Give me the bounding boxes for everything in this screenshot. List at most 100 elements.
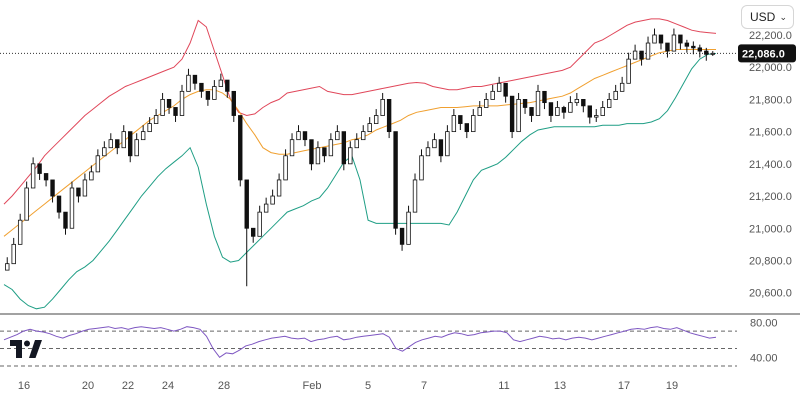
candle (393, 131, 398, 235)
candle (257, 205, 262, 237)
candle (166, 99, 172, 114)
candle-body-down (704, 50, 709, 55)
candle-body-down (115, 139, 120, 149)
candle (704, 47, 709, 61)
price-axis-tick-label: 21,000.0 (749, 223, 792, 235)
candle (671, 28, 677, 52)
candle-body-up (121, 131, 126, 149)
candle-body-down (393, 131, 398, 229)
candle (153, 109, 159, 124)
candle (309, 139, 314, 171)
bollinger-bands (3, 18, 717, 310)
candle (542, 90, 547, 110)
candle (225, 79, 230, 98)
candle (30, 157, 36, 189)
candle (341, 131, 347, 171)
candle (561, 105, 567, 119)
candle-body-up (348, 147, 353, 165)
candle-body-up (406, 211, 411, 245)
candle-body-up (11, 243, 16, 265)
candle-body-up (496, 82, 502, 92)
time-axis-tick-label: 7 (421, 380, 427, 392)
candle-body-down (665, 42, 670, 52)
price-axis-tick-label: 21,200.0 (749, 191, 792, 203)
candle (399, 227, 405, 251)
candle-body-up (160, 99, 165, 116)
candle-body-down (37, 163, 42, 174)
candle-body-up (186, 74, 191, 92)
candle-body-up (328, 139, 334, 157)
price-axis-tick-label: 22,000.0 (749, 62, 792, 74)
candle-body-down (192, 74, 198, 84)
candle (173, 107, 178, 122)
candle-body-down (56, 195, 62, 213)
candle-body-up (471, 115, 476, 133)
candle-body-down (50, 179, 55, 197)
candle (594, 109, 599, 122)
candle-body-up (335, 131, 340, 141)
candle-body-down (503, 82, 508, 97)
candle (710, 51, 715, 56)
candle (302, 131, 308, 147)
candle (496, 76, 502, 92)
candle-body-up (613, 90, 618, 100)
rsi-pane (0, 326, 737, 367)
price-axis-tick-label: 20,800.0 (749, 255, 792, 267)
candle (76, 187, 81, 203)
candle-body-down (548, 102, 554, 116)
rsi-line (3, 326, 717, 358)
candle (484, 92, 489, 108)
candle-body-up (432, 139, 437, 149)
candle (607, 92, 612, 108)
candle-body-up (361, 131, 366, 141)
candle (160, 92, 165, 116)
candle-body-up (619, 82, 625, 92)
price-pane (0, 18, 737, 310)
candle-body-down (322, 147, 327, 157)
candle-body-down (302, 131, 308, 141)
time-axis-tick-label: 13 (554, 380, 566, 392)
candle (289, 133, 295, 157)
price-axis-tick-label: 22,200.0 (749, 30, 792, 42)
candle-body-down (43, 173, 49, 181)
candle-body-up (24, 187, 29, 221)
tradingview-logo-icon[interactable] (10, 340, 42, 363)
candle (218, 73, 224, 87)
candle-body-up (218, 79, 224, 87)
candle-body-up (652, 34, 657, 44)
candle-body-up (283, 155, 288, 181)
candle (587, 105, 592, 124)
candle (451, 109, 457, 133)
candle-body-up (354, 139, 359, 149)
candle (296, 125, 301, 141)
candle (244, 179, 249, 287)
candle-body-down (76, 187, 81, 197)
candle (516, 92, 521, 133)
candle (645, 36, 651, 60)
candle-body-up (568, 102, 573, 113)
candle-body-up (95, 155, 101, 173)
candle-body-up (212, 86, 217, 100)
candle (361, 125, 366, 141)
time-axis-tick-label: 19 (666, 380, 678, 392)
time-axis-tick-label: 22 (122, 380, 134, 392)
time-axis-tick-label: 5 (365, 380, 371, 392)
price-axis[interactable]: 20,600.0 20,800.0 21,000.0 21,200.0 21,400.0… (749, 30, 792, 300)
time-axis[interactable]: 16 20 22 24 28 Feb 5 7 11 13 17 19 (18, 380, 678, 392)
candle (432, 133, 437, 149)
candle-body-down (522, 99, 528, 108)
candle-body-down (581, 99, 586, 107)
candle-body-down (199, 82, 204, 92)
candle (509, 95, 515, 139)
candle (522, 99, 528, 114)
candle-body-down (678, 34, 683, 44)
candle (367, 117, 372, 133)
currency-selector[interactable]: USD ⌄ (741, 5, 794, 29)
candle (134, 133, 139, 157)
candle (503, 82, 508, 103)
candle (652, 28, 657, 44)
candle (263, 197, 269, 213)
candle-body-up (484, 99, 489, 108)
candle-body-down (244, 179, 249, 229)
candle-body-down (309, 139, 314, 165)
